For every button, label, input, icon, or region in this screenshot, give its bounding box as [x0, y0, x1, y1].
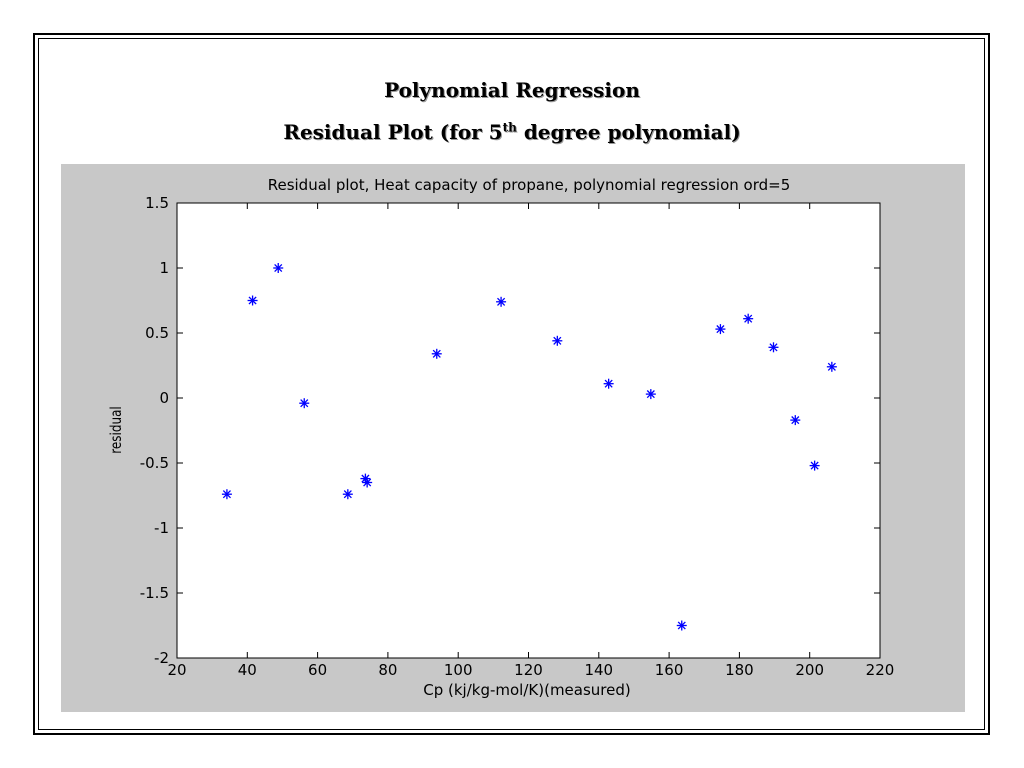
slide-inner-border: [38, 38, 985, 730]
chart-title: Residual plot, Heat capacity of propane,…: [268, 176, 791, 194]
axis-ticks: [176, 202, 881, 659]
slide-subtitle: Residual Plot (for 5th degree polynomial…: [0, 120, 1024, 144]
data-point: [431, 348, 442, 359]
x-tick-label: 200: [795, 661, 824, 679]
x-tick-label: 60: [308, 661, 327, 679]
subtitle-suffix: degree polynomial): [516, 120, 741, 144]
y-tick-label: -1.5: [140, 584, 169, 602]
x-tick-label: 180: [725, 661, 754, 679]
y-tick-label: -1: [154, 519, 169, 537]
x-tick-label: 100: [444, 661, 473, 679]
x-tick-label: 40: [238, 661, 257, 679]
data-point: [809, 460, 820, 471]
data-point: [362, 477, 373, 488]
data-point: [221, 489, 232, 500]
data-point: [603, 378, 614, 389]
y-tick-labels: -2 -1.5 -1 -0.5 0 0.5 1 1.5: [140, 194, 169, 667]
y-tick-label: -2: [154, 649, 169, 667]
y-tick-label: 0.5: [145, 324, 169, 342]
data-point: [342, 489, 353, 500]
x-tick-label: 120: [514, 661, 543, 679]
axes-box: [176, 202, 881, 659]
y-tick-label: 1: [159, 259, 169, 277]
slide-title: Polynomial Regression: [384, 78, 640, 102]
subtitle-prefix: Residual Plot (for 5: [283, 120, 503, 144]
x-tick-label: 140: [584, 661, 613, 679]
data-point: [768, 342, 779, 353]
slide-outer-border: [33, 33, 990, 735]
data-point: [715, 324, 726, 335]
x-tick-label: 160: [655, 661, 684, 679]
data-point: [743, 313, 754, 324]
data-point: [552, 335, 563, 346]
y-axis-label: residual: [108, 406, 126, 454]
y-tick-label: -0.5: [140, 454, 169, 472]
data-point: [676, 620, 687, 631]
y-tick-label: 1.5: [145, 194, 169, 212]
x-axis-label: Cp (kj/kg-mol/K)(measured): [423, 681, 631, 699]
data-point: [299, 398, 310, 409]
x-tick-label: 220: [866, 661, 895, 679]
data-point: [645, 389, 656, 400]
subtitle-superscript: th: [502, 120, 517, 135]
data-points: [221, 263, 837, 631]
data-point: [496, 296, 507, 307]
data-point: [247, 295, 258, 306]
y-tick-label: 0: [159, 389, 169, 407]
data-point: [790, 415, 801, 426]
x-tick-label: 20: [167, 661, 186, 679]
data-point: [826, 361, 837, 372]
data-point: [273, 263, 284, 273]
x-tick-labels: 20 40 60 80 100 120 140 160 180 200 220: [167, 661, 894, 679]
x-tick-label: 80: [378, 661, 397, 679]
